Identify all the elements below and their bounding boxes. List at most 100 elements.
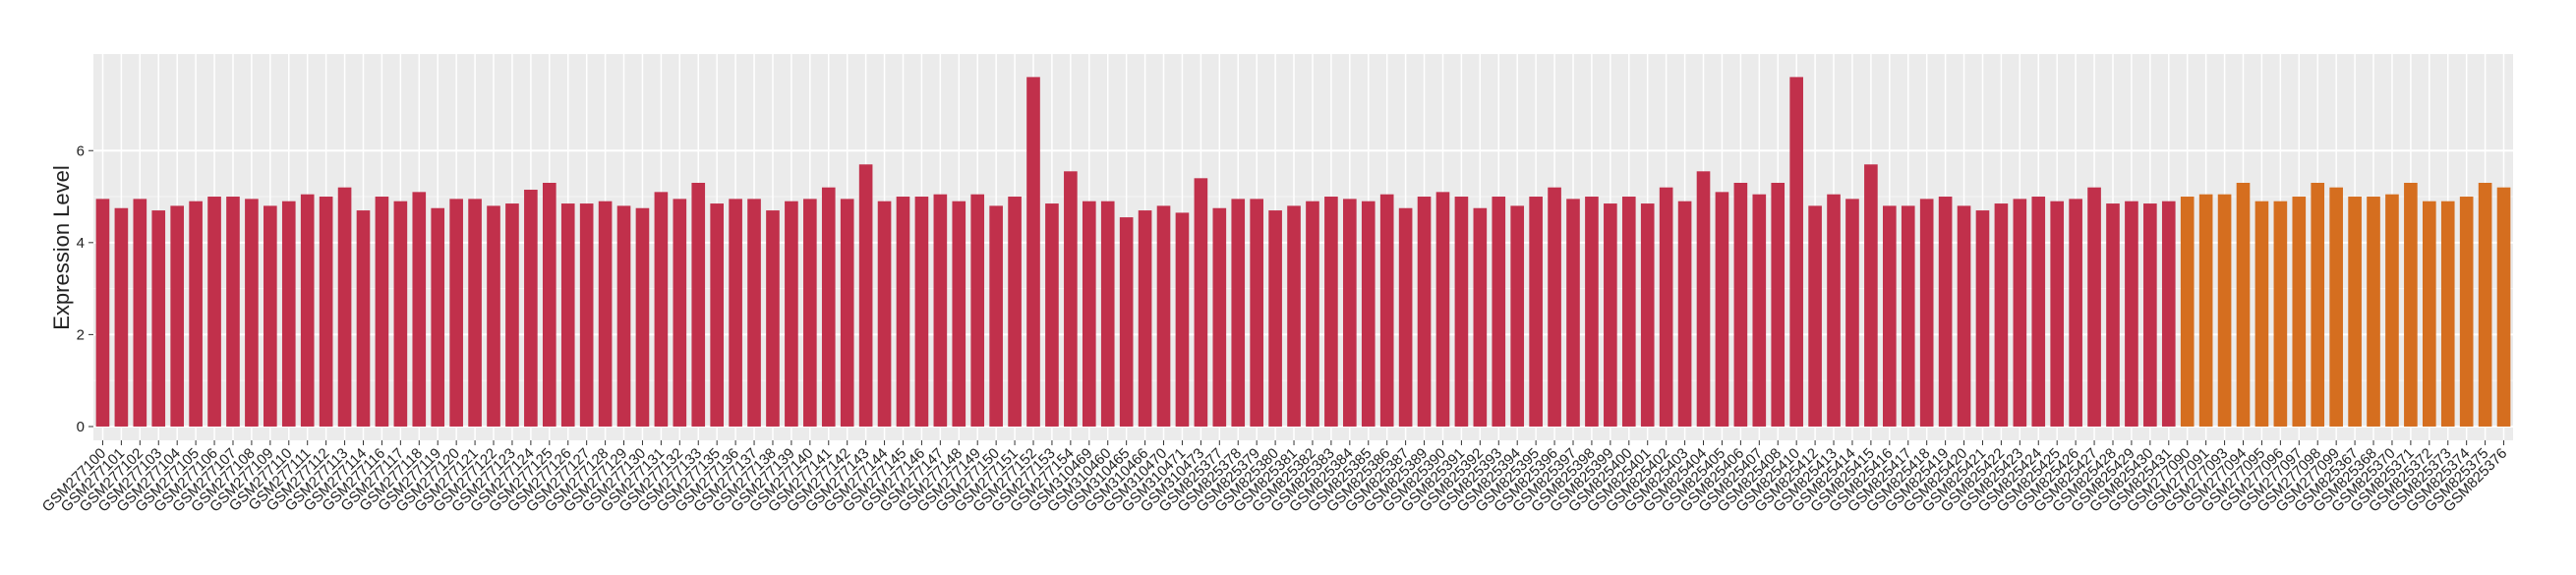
- bar: [1827, 194, 1841, 427]
- bar: [1733, 183, 1748, 427]
- bar: [766, 210, 780, 427]
- bar: [2013, 199, 2027, 427]
- bar: [1845, 199, 1859, 427]
- bar: [970, 194, 985, 427]
- bar: [356, 210, 371, 427]
- bar: [1026, 77, 1040, 427]
- bar: [747, 199, 761, 427]
- bar: [114, 207, 129, 427]
- bar: [2329, 187, 2343, 427]
- bar: [1156, 205, 1171, 427]
- bar: [1659, 187, 1673, 427]
- bar: [1361, 201, 1376, 427]
- bar: [654, 192, 669, 427]
- bar: [2087, 187, 2101, 427]
- bar: [1492, 197, 1506, 427]
- bar: [2273, 201, 2288, 427]
- bar: [2311, 183, 2325, 427]
- bar: [505, 203, 519, 427]
- bar: [2254, 201, 2269, 427]
- bar: [1398, 207, 1413, 427]
- bar: [1379, 194, 1394, 427]
- bar: [1194, 178, 1208, 427]
- bar: [1212, 207, 1227, 427]
- bar: [1975, 210, 1990, 427]
- bar: [1473, 207, 1488, 427]
- bar: [2478, 183, 2492, 427]
- y-axis-title: Expression Level: [49, 165, 74, 330]
- bar: [1771, 183, 1786, 427]
- bar: [1064, 171, 1078, 427]
- bar: [2422, 201, 2436, 427]
- bar: [1454, 197, 1469, 427]
- bar: [1324, 197, 1338, 427]
- bar: [449, 199, 463, 427]
- bar: [896, 197, 910, 427]
- bar: [1231, 199, 1246, 427]
- bar: [1548, 187, 1561, 427]
- bar: [393, 201, 408, 427]
- bar: [245, 199, 259, 427]
- bar: [1585, 197, 1599, 427]
- bar: [710, 203, 724, 427]
- bar: [2198, 194, 2213, 427]
- bar: [1268, 210, 1282, 427]
- bar: [2069, 199, 2082, 427]
- bar: [1919, 199, 1934, 427]
- bar: [263, 205, 277, 427]
- y-tick-label: 2: [77, 326, 85, 343]
- bar: [524, 190, 538, 427]
- bar: [989, 205, 1003, 427]
- bar: [785, 201, 798, 427]
- bar: [151, 210, 166, 427]
- bar: [431, 207, 445, 427]
- bar: [2440, 201, 2455, 427]
- bar: [1994, 203, 2009, 427]
- bar: [691, 183, 706, 427]
- bar: [1938, 197, 1953, 427]
- bar: [1566, 199, 1580, 427]
- bar: [1435, 192, 1450, 427]
- bar: [1250, 199, 1263, 427]
- bar: [2385, 194, 2399, 427]
- y-tick-label: 4: [77, 235, 85, 252]
- bar: [542, 183, 556, 427]
- bar: [1529, 197, 1543, 427]
- bar: [2125, 201, 2138, 427]
- bar: [1621, 197, 1636, 427]
- bar: [877, 201, 892, 427]
- bar: [560, 203, 575, 427]
- bar: [2031, 197, 2046, 427]
- bar: [1808, 205, 1822, 427]
- bar: [1045, 203, 1059, 427]
- bar: [2106, 203, 2120, 427]
- bar: [170, 205, 185, 427]
- bar: [1510, 205, 1525, 427]
- bar: [840, 199, 854, 427]
- bar: [1901, 205, 1915, 427]
- bar: [2496, 187, 2511, 427]
- bar: [375, 197, 389, 427]
- bar: [281, 201, 296, 427]
- bar: [579, 203, 594, 427]
- bar: [635, 207, 650, 427]
- bar: [1343, 199, 1357, 427]
- bar: [1696, 171, 1711, 427]
- bar: [1604, 203, 1617, 427]
- bar: [933, 194, 948, 427]
- bar: [2161, 201, 2176, 427]
- y-tick-label: 6: [77, 143, 85, 159]
- bar: [1100, 201, 1115, 427]
- bar: [598, 201, 613, 427]
- bar: [2404, 183, 2418, 427]
- y-tick-label: 0: [77, 419, 85, 435]
- bar: [1175, 212, 1190, 427]
- bar: [858, 164, 873, 427]
- bar: [1864, 164, 1878, 427]
- bar: [2292, 197, 2307, 427]
- bar: [412, 192, 427, 427]
- bar: [1715, 192, 1729, 427]
- bar: [300, 194, 315, 427]
- bar: [1752, 194, 1767, 427]
